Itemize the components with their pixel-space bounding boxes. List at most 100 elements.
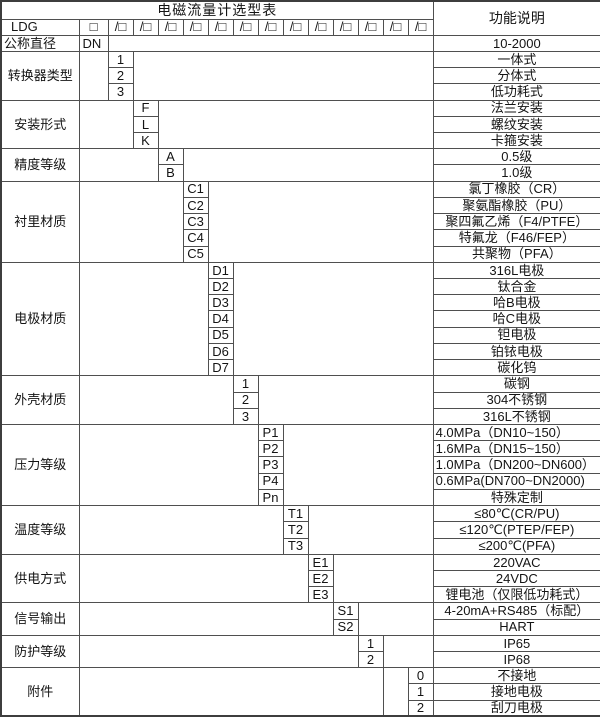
model-prefix: LDG [0, 18, 80, 36]
desc-cell: 316L电极 [432, 261, 600, 280]
code-cell: 2 [407, 699, 434, 717]
category-label-signal: 信号输出 [0, 602, 80, 636]
desc-cell: 碳化钨 [432, 359, 600, 377]
code-cell: T1 [282, 505, 309, 523]
model-slot-cell: /□ [382, 18, 409, 36]
code-cell: C1 [182, 180, 209, 198]
desc-cell: 接地电极 [432, 683, 600, 701]
code-cell: S2 [332, 618, 359, 636]
filler-cell [78, 375, 234, 425]
model-slot-cell: /□ [107, 18, 134, 36]
category-label-power: 供电方式 [0, 553, 80, 604]
filler-cell [357, 602, 434, 636]
filler-cell [207, 180, 434, 263]
dn-code-cell: DN [78, 34, 109, 52]
code-cell: A [157, 148, 184, 166]
model-slot-cell: /□ [332, 18, 359, 36]
desc-cell: 碳钢 [432, 375, 600, 393]
desc-cell: 0.5级 [432, 148, 600, 166]
code-cell: 1 [232, 375, 259, 393]
code-cell: 3 [107, 83, 134, 101]
desc-cell: 钽电极 [432, 326, 600, 344]
code-cell: D5 [207, 326, 234, 344]
desc-cell: ≤200℃(PFA) [432, 537, 600, 555]
code-cell: E2 [307, 569, 334, 588]
desc-cell: 316L不锈钢 [432, 407, 600, 425]
model-slot-cell: /□ [282, 18, 309, 36]
desc-cell: 304不锈钢 [432, 391, 600, 409]
desc-cell: 聚四氟乙烯（F4/PTFE） [432, 213, 600, 231]
category-label-electrode: 电极材质 [0, 261, 80, 377]
filler-cell [78, 261, 209, 377]
code-cell: 1 [407, 683, 434, 701]
code-cell: C5 [182, 245, 209, 263]
filler-cell [332, 553, 434, 604]
desc-cell: 0.6MPa(DN700~DN2000) [432, 472, 600, 490]
code-cell: T3 [282, 537, 309, 555]
filler-cell [78, 634, 359, 669]
desc-cell: 220VAC [432, 553, 600, 571]
code-cell: Pn [257, 488, 284, 507]
code-cell: 2 [107, 67, 134, 85]
code-cell: 2 [232, 391, 259, 409]
code-cell: S1 [332, 602, 359, 620]
model-slot-cell: /□ [257, 18, 284, 36]
model-slot-cell: /□ [207, 18, 234, 36]
code-cell: D1 [207, 261, 234, 280]
filler-cell [132, 50, 434, 101]
desc-cell: 锂电池（仅限低功耗式） [432, 586, 600, 604]
model-slot-cell: /□ [157, 18, 184, 36]
code-cell: E3 [307, 586, 334, 604]
desc-cell: 一体式 [432, 50, 600, 69]
filler-cell [182, 148, 434, 182]
filler-cell [78, 602, 334, 636]
code-cell: D4 [207, 310, 234, 328]
category-label-pressure: 压力等级 [0, 423, 80, 507]
filler-cell [78, 553, 309, 604]
desc-cell: 4-20mA+RS485（标配） [432, 602, 600, 620]
desc-cell: 哈C电极 [432, 310, 600, 328]
code-cell: P1 [257, 423, 284, 442]
code-cell: K [132, 132, 159, 150]
category-label-installation: 安装形式 [0, 99, 80, 150]
desc-cell: HART [432, 618, 600, 636]
code-cell: 3 [232, 407, 259, 425]
desc-cell: 4.0MPa（DN10~150） [432, 423, 600, 442]
desc-cell: 氯丁橡胶（CR） [432, 180, 600, 198]
code-cell: 1 [107, 50, 134, 69]
category-label-protection: 防护等级 [0, 634, 80, 669]
category-label-diameter: 公称直径 [0, 34, 80, 52]
code-cell: 0 [407, 667, 434, 685]
code-cell: F [132, 99, 159, 117]
model-box-cell: □ [78, 18, 109, 36]
desc-cell: 1.0级 [432, 164, 600, 182]
filler-cell [78, 180, 184, 263]
desc-cell: 卡箍安装 [432, 132, 600, 150]
code-cell: B [157, 164, 184, 182]
table-title: 电磁流量计选型表 [0, 0, 434, 20]
code-cell: P2 [257, 440, 284, 458]
desc-cell: 不接地 [432, 667, 600, 685]
filler-cell [107, 34, 434, 52]
desc-cell: 分体式 [432, 67, 600, 85]
empty-code-cell [382, 667, 409, 717]
desc-cell: IP65 [432, 634, 600, 653]
code-cell: T2 [282, 521, 309, 539]
desc-cell: 法兰安装 [432, 99, 600, 117]
desc-cell: 低功耗式 [432, 83, 600, 101]
code-cell: 2 [357, 651, 384, 669]
desc-cell: 刮刀电极 [432, 699, 600, 717]
model-slot-cell: /□ [407, 18, 434, 36]
model-slot-cell: /□ [182, 18, 209, 36]
desc-cell: IP68 [432, 651, 600, 669]
filler-cell [257, 375, 434, 425]
desc-cell: 1.0MPa（DN200~DN600） [432, 456, 600, 474]
code-cell: D2 [207, 277, 234, 296]
desc-cell: 哈B电极 [432, 294, 600, 312]
model-slot-cell: /□ [357, 18, 384, 36]
code-cell: P3 [257, 456, 284, 474]
function-column-header: 功能说明 [432, 0, 600, 36]
model-slot-cell: /□ [232, 18, 259, 36]
filler-cell [307, 505, 434, 555]
